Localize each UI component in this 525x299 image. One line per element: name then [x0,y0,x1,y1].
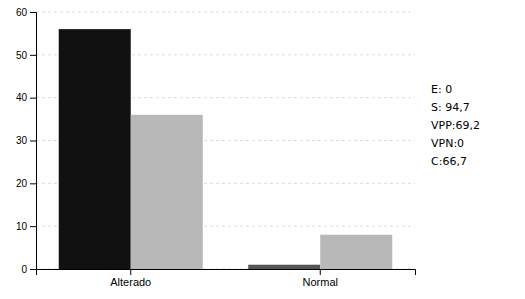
chart: 0 10 20 30 40 50 60 Alterado Normal E: 0 S: 94,7 VP… [0,0,525,299]
x-axis-line [37,270,416,276]
annotation: E: 0 S: 94,7 VPP:69,2 VPN:0 C:66,7 [431,83,480,168]
y-axis: 0 10 20 30 40 50 60 [16,7,37,275]
y-tick-mark [30,55,36,56]
y-tick: 60 [16,7,36,18]
y-tick-label: 50 [16,50,28,61]
bar [131,115,203,269]
y-tick-mark [30,269,36,270]
grid-line [36,12,415,13]
y-tick-label: 0 [21,264,27,275]
annotation-line: VPP:69,2 [431,119,480,132]
x-tick: Alterado [110,269,151,288]
annotation-line: C:66,7 [431,155,467,168]
grid [36,12,415,269]
y-tick-label: 10 [16,221,28,232]
y-tick-mark [30,183,36,184]
x-tick-label: Normal [303,276,338,288]
x-tick-mark [130,269,131,275]
x-tick-mark [320,269,321,275]
y-tick-label: 30 [16,135,28,146]
bar [59,29,131,269]
x-tick: Normal [303,269,338,288]
y-tick-mark [30,12,36,13]
y-tick-mark [30,226,36,227]
y-tick-label: 60 [16,7,28,18]
bar [248,265,320,269]
y-tick: 30 [16,135,36,146]
y-tick-label: 20 [16,178,28,189]
plot: 0 10 20 30 40 50 60 Alterado Normal [16,7,416,288]
annotation-line: S: 94,7 [431,101,470,114]
y-tick: 50 [16,50,36,61]
bars [59,29,393,269]
y-tick-label: 40 [16,92,28,103]
y-tick-mark [30,98,36,99]
x-axis: Alterado Normal [37,269,416,288]
bar [320,235,392,269]
y-tick-mark [30,141,36,142]
y-tick: 20 [16,178,36,189]
annotation-line: VPN:0 [431,137,464,150]
y-tick: 10 [16,221,36,232]
annotation-line: E: 0 [431,83,452,96]
y-tick: 40 [16,92,36,103]
y-axis-line [30,13,37,270]
x-tick-label: Alterado [110,276,151,288]
y-tick: 0 [21,264,36,275]
